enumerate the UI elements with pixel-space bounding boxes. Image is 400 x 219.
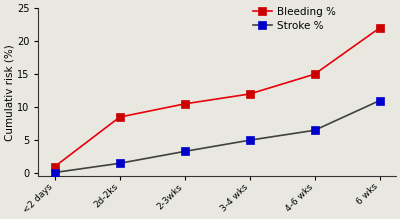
Stroke %: [117, 162, 122, 165]
Bleeding %: [182, 102, 187, 105]
Bleeding %: [52, 165, 57, 168]
Bleeding %: [312, 73, 317, 76]
Line: Bleeding %: Bleeding %: [50, 24, 384, 171]
Stroke %: [247, 139, 252, 141]
Stroke %: [312, 129, 317, 132]
Stroke %: [182, 150, 187, 153]
Legend: Bleeding %, Stroke %: Bleeding %, Stroke %: [251, 5, 338, 33]
Bleeding %: [117, 116, 122, 118]
Bleeding %: [247, 93, 252, 95]
Y-axis label: Cumulativ risk (%): Cumulativ risk (%): [4, 44, 14, 141]
Stroke %: [377, 99, 382, 102]
Bleeding %: [377, 27, 382, 29]
Line: Stroke %: Stroke %: [50, 96, 384, 177]
Stroke %: [52, 171, 57, 174]
